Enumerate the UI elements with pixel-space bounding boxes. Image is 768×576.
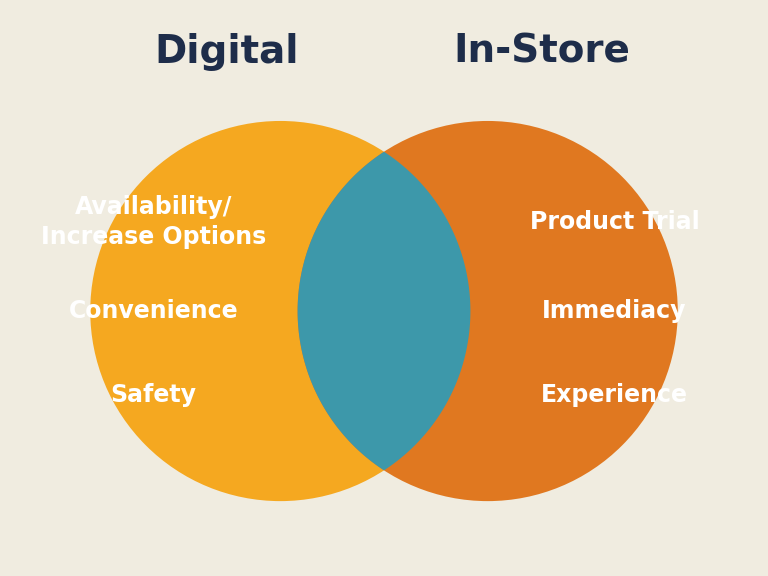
Text: Safety: Safety xyxy=(111,382,197,407)
Text: Experience: Experience xyxy=(541,382,688,407)
Text: Immediacy: Immediacy xyxy=(542,299,687,323)
Text: Digital: Digital xyxy=(154,33,299,71)
PathPatch shape xyxy=(298,151,470,471)
Ellipse shape xyxy=(298,121,677,501)
Text: Convenience: Convenience xyxy=(69,299,238,323)
Text: Discovery: Discovery xyxy=(330,224,438,242)
Text: Specialty: Specialty xyxy=(333,374,435,392)
Text: Availability/
Increase Options: Availability/ Increase Options xyxy=(41,195,266,249)
Text: Entertainment: Entertainment xyxy=(304,302,464,320)
Text: In-Store: In-Store xyxy=(453,33,630,71)
Ellipse shape xyxy=(91,121,470,501)
Text: Product Trial: Product Trial xyxy=(529,210,700,234)
